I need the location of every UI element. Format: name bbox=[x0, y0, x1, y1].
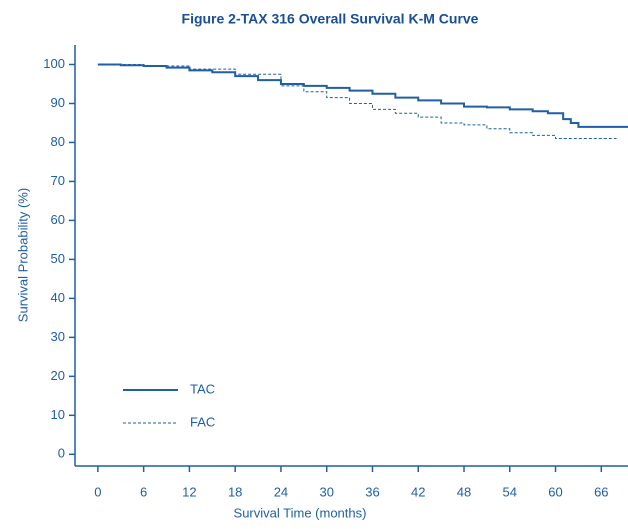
survival-curve bbox=[97, 63, 628, 128]
x-tick-label: 42 bbox=[411, 484, 425, 499]
chart-title: Figure 2-TAX 316 Overall Survival K-M Cu… bbox=[182, 11, 479, 27]
legend-label: FAC bbox=[190, 414, 215, 429]
x-tick-label: 36 bbox=[365, 484, 379, 499]
x-tick-label: 66 bbox=[594, 484, 608, 499]
survival-curve bbox=[97, 63, 617, 140]
x-tick-label: 48 bbox=[457, 484, 471, 499]
x-tick-label: 6 bbox=[140, 484, 147, 499]
x-tick-label: 0 bbox=[94, 484, 101, 499]
y-tick-label: 40 bbox=[51, 290, 65, 305]
y-tick-label: 80 bbox=[51, 134, 65, 149]
y-tick-label: 100 bbox=[43, 56, 65, 71]
x-tick-label: 60 bbox=[548, 484, 562, 499]
y-tick-label: 30 bbox=[51, 329, 65, 344]
x-tick-label: 24 bbox=[274, 484, 288, 499]
y-tick-label: 90 bbox=[51, 95, 65, 110]
x-axis-label: Survival Time (months) bbox=[234, 505, 367, 520]
y-tick-label: 50 bbox=[51, 251, 65, 266]
x-tick-label: 30 bbox=[319, 484, 333, 499]
x-tick-label: 12 bbox=[182, 484, 196, 499]
x-tick-label: 54 bbox=[503, 484, 517, 499]
y-tick-label: 10 bbox=[51, 407, 65, 422]
legend-label: TAC bbox=[190, 381, 215, 396]
y-tick-label: 70 bbox=[51, 173, 65, 188]
y-tick-label: 0 bbox=[58, 446, 65, 461]
y-axis-label: Survival Probability (%) bbox=[15, 188, 30, 322]
y-tick-label: 60 bbox=[51, 212, 65, 227]
x-tick-label: 18 bbox=[228, 484, 242, 499]
y-tick-label: 20 bbox=[51, 368, 65, 383]
